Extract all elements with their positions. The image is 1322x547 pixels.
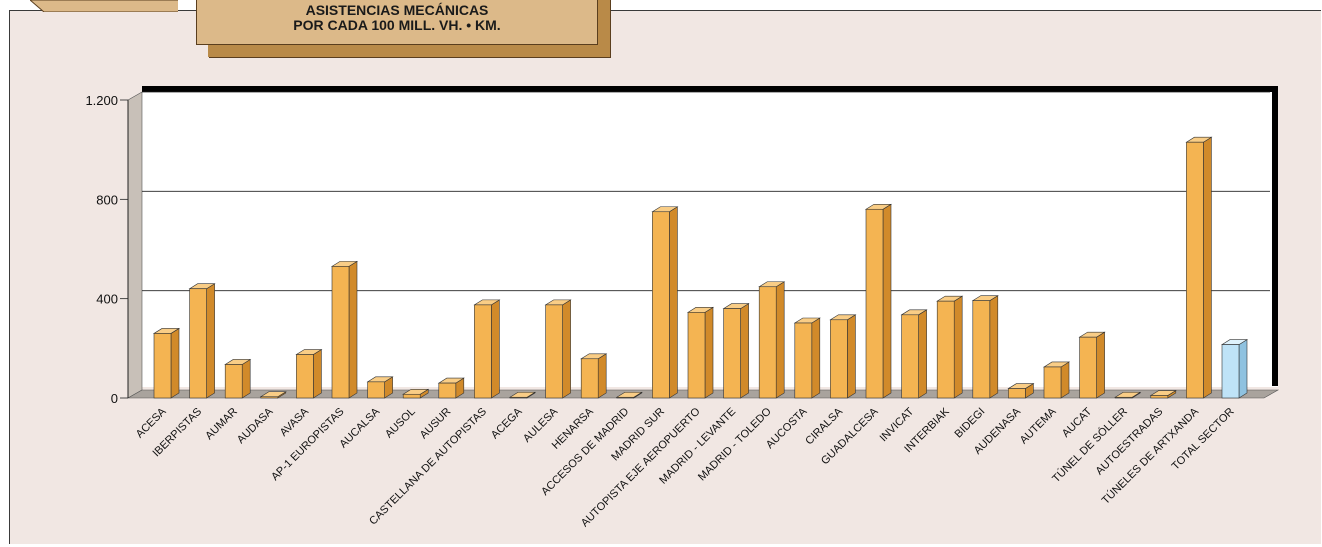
y-tick-label: 1.200: [85, 93, 118, 108]
bar: [509, 396, 528, 399]
x-tick-label: AUSOL: [383, 406, 418, 441]
bar-side: [953, 295, 963, 399]
bar: [1008, 388, 1026, 399]
x-tick-label: BIDEGI: [953, 406, 988, 441]
y-tick-label: 400: [96, 292, 118, 307]
bar: [402, 393, 421, 399]
bar-side: [740, 303, 749, 399]
bar: [153, 333, 172, 399]
bar: [1079, 336, 1097, 399]
x-tick-label: AVASA: [278, 405, 312, 439]
bar-side: [348, 260, 358, 399]
bar-side: [918, 309, 927, 399]
y-tick-label: 0: [111, 391, 118, 406]
x-tick-label: TOTAL SECTOR: [1170, 406, 1237, 473]
bar-side: [989, 295, 999, 399]
bar-side: [562, 299, 571, 399]
bar: [545, 304, 563, 399]
bar-side: [597, 353, 607, 399]
plot-left-wall: [127, 91, 143, 399]
x-tick-label: AUCAT: [1060, 405, 1094, 439]
bar-side: [313, 349, 322, 399]
bar-side: [1060, 361, 1070, 399]
bar: [936, 300, 955, 399]
bar: [723, 308, 741, 399]
chart-title-box: ASISTENCIAS MECÁNICAS POR CADA 100 MILL.…: [196, 0, 598, 45]
bar: [794, 322, 813, 399]
bar-side: [775, 281, 785, 399]
bar: [1150, 395, 1169, 399]
x-tick-label: AUSUR: [418, 406, 454, 442]
x-tick-label: AUMAR: [203, 406, 240, 443]
bar: [1186, 141, 1204, 399]
bar: [331, 266, 350, 399]
bar-side: [811, 317, 821, 399]
bar-side: [669, 206, 678, 399]
bar-side: [170, 327, 180, 399]
bar: [260, 396, 279, 399]
bar: [758, 286, 777, 399]
bar: [652, 211, 670, 399]
frame-shadow-top: [142, 86, 1278, 92]
bar: [830, 319, 848, 399]
x-tick-label: ACEGA: [489, 405, 525, 441]
bar: [1043, 366, 1062, 399]
bar-side: [1238, 339, 1248, 399]
bar: [438, 382, 457, 399]
bar: [367, 381, 385, 399]
y-tick-label: 800: [96, 192, 118, 207]
bar: [865, 208, 884, 399]
bar: [474, 304, 492, 399]
decorative-tab: [30, 0, 178, 12]
bar-side: [847, 314, 856, 399]
chart-title-line2: POR CADA 100 MILL. VH. • KM.: [293, 17, 501, 33]
x-tick-label: AUDASA: [235, 405, 276, 446]
bar-side: [1096, 331, 1105, 399]
bar-side: [882, 203, 892, 399]
bar-side: [241, 358, 251, 399]
x-tick-label: ACESA: [134, 405, 169, 440]
bar: [901, 314, 919, 399]
bar: [224, 364, 243, 399]
bar: [296, 354, 314, 399]
x-tick-label: AUTOESTRADAS: [1094, 406, 1166, 478]
bar: [616, 396, 635, 399]
bar: [1114, 396, 1133, 399]
bar-side: [206, 283, 215, 399]
chart-title-line1: ASISTENCIAS MECÁNICAS: [305, 2, 489, 18]
bar-side: [1203, 136, 1212, 399]
frame-shadow-right: [1272, 86, 1278, 386]
x-tick-label: AUTEMA: [1018, 405, 1059, 446]
bar: [580, 358, 599, 399]
bar: [972, 300, 991, 399]
bar: [687, 312, 706, 399]
bar: [1221, 344, 1240, 399]
bar-side: [491, 299, 500, 399]
bar-side: [704, 306, 714, 399]
bar: [189, 288, 207, 399]
